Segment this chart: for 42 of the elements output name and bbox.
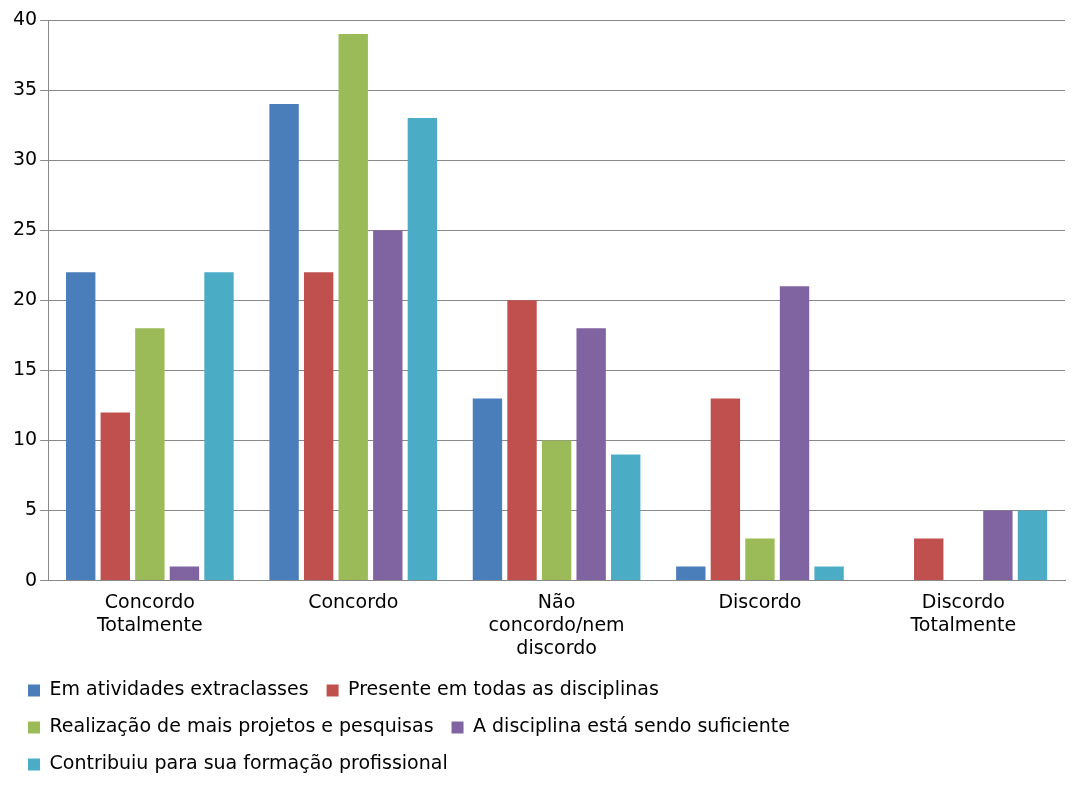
bar	[472, 398, 503, 581]
bar	[303, 272, 334, 581]
bar	[373, 230, 403, 581]
y-tick-label: 5	[25, 497, 38, 520]
bar	[269, 104, 299, 581]
x-tick-label: Discordo	[718, 589, 802, 612]
bar	[338, 34, 368, 581]
bar	[745, 538, 775, 581]
bar	[135, 328, 165, 581]
bar	[983, 510, 1013, 581]
legend-label: Contribuiu para sua formação profissional	[49, 751, 448, 774]
legend-label: Presente em todas as disciplinas	[348, 677, 659, 700]
bar	[814, 566, 844, 581]
legend-label: Realização de mais projetos e pesquisas	[49, 714, 434, 737]
x-tick-label: Concordo	[308, 589, 399, 612]
bar	[779, 286, 810, 581]
bar	[576, 328, 606, 581]
x-tick-label: Discordo Totalmente	[909, 589, 1017, 635]
bar	[914, 538, 944, 581]
y-tick-label: 15	[12, 357, 38, 380]
bar	[169, 566, 200, 581]
x-tick-label: Concordo Totalmente	[95, 589, 203, 635]
y-tick-label: 30	[12, 147, 38, 170]
y-tick-label: 25	[12, 217, 38, 240]
bar	[66, 272, 96, 581]
bar	[1017, 510, 1048, 581]
x-tick-label: Não concordo/nem discordo	[488, 589, 625, 658]
legend-label: A disciplina está sendo suficiente	[473, 714, 790, 737]
bar	[676, 566, 706, 581]
bar	[100, 412, 130, 581]
bar	[407, 118, 438, 581]
bar	[507, 300, 537, 581]
bar	[611, 454, 641, 581]
y-tick-label: 0	[25, 567, 38, 590]
bar	[204, 272, 234, 581]
y-tick-label: 20	[12, 287, 38, 310]
bar	[710, 398, 741, 581]
y-tick-label: 40	[12, 6, 38, 29]
y-tick-label: 10	[12, 427, 38, 450]
bar	[541, 440, 572, 581]
legend-label: Em atividades extraclasses	[49, 677, 309, 700]
y-tick-label: 35	[12, 77, 38, 100]
